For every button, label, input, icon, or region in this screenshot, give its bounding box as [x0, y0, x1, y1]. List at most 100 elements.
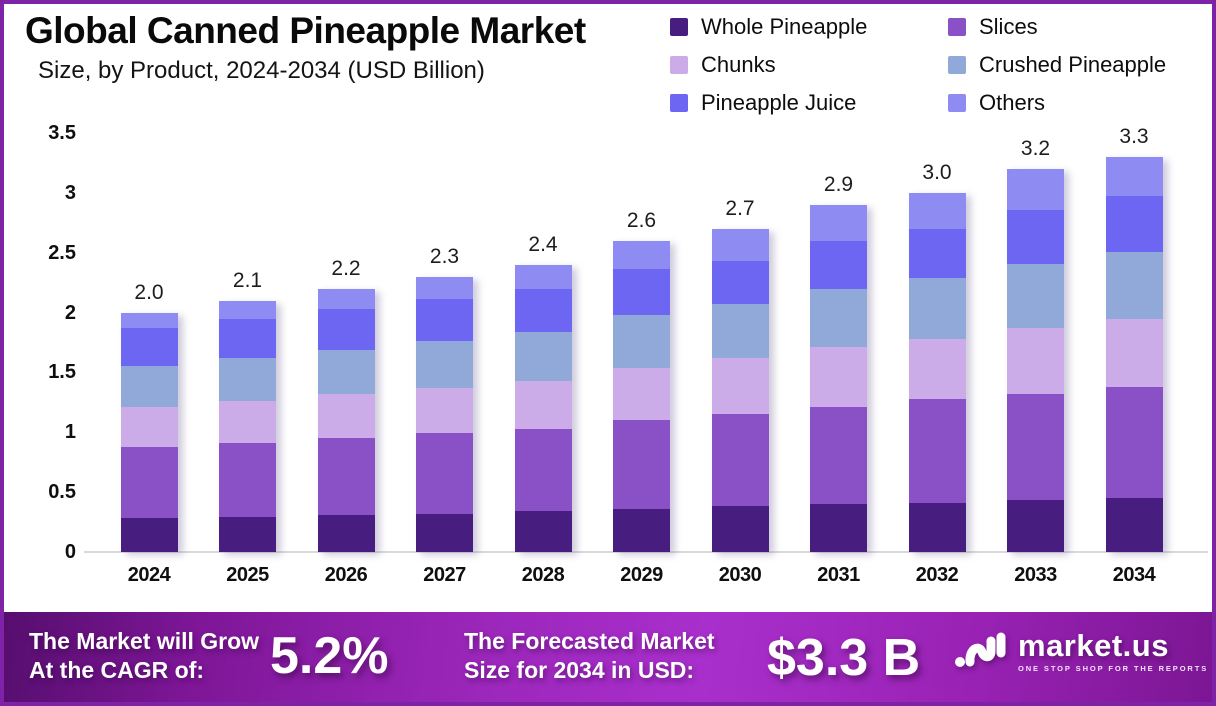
bar-total-label: 2.0 [134, 280, 164, 304]
legend-item-whole-pineapple: Whole Pineapple [670, 12, 948, 41]
x-axis-label: 2034 [1112, 564, 1156, 586]
y-axis-label: 0 [64, 541, 76, 563]
bar-segment-pineapple-juice [1105, 196, 1163, 252]
bar-segment-pineapple-juice [317, 309, 375, 350]
bar-segment-chunks [416, 387, 473, 434]
x-axis-label: 2033 [1014, 564, 1057, 586]
bar-2032 [908, 192, 966, 552]
bar-segment-others [711, 228, 769, 262]
forecast-caption: The Forecasted Market Size for 2034 in U… [464, 627, 715, 685]
cagr-caption-line1: The Market will Grow [29, 628, 260, 654]
x-axis-label: 2029 [620, 564, 663, 586]
bar-total-label: 2.1 [232, 268, 263, 292]
bar-segment-others [613, 240, 670, 270]
brand-tagline: ONE STOP SHOP FOR THE REPORTS [1018, 663, 1209, 673]
bar-total-label: 3.3 [1119, 124, 1149, 148]
bar-segment-pineapple-juice [514, 288, 572, 332]
bar-segment-others [416, 276, 473, 300]
bar-total-label: 3.0 [922, 160, 952, 184]
y-axis-label: 3.5 [48, 122, 76, 145]
brand-name: market.us [1018, 627, 1169, 663]
bar-segment-crushed-pineapple [219, 358, 276, 402]
legend-swatch [670, 17, 688, 36]
bar-2024 [120, 312, 178, 552]
bar-segment-others [120, 312, 178, 329]
chart-subtitle: Size, by Product, 2024-2034 (USD Billion… [38, 57, 485, 84]
footer-banner: The Market will Grow At the CAGR of: 5.2… [4, 612, 1212, 702]
bar-segment-others [810, 204, 867, 241]
legend-label: Pineapple Juice [701, 89, 857, 115]
bar-segment-crushed-pineapple [514, 331, 572, 381]
bar-segment-chunks [120, 407, 178, 447]
legend-item-others: Others [948, 88, 1166, 117]
bar-segment-crushed-pineapple [613, 314, 670, 368]
bar-segment-others [1105, 156, 1163, 197]
bar-total-label: 3.2 [1020, 136, 1051, 160]
bar-segment-chunks [613, 367, 670, 421]
x-axis-line [84, 551, 1208, 553]
bar-segment-others [908, 192, 966, 229]
bar-segment-whole-pineapple [514, 511, 572, 552]
bar-2029 [613, 240, 670, 552]
bar-2031 [810, 204, 867, 552]
brand-logo: market.us ONE STOP SHOP FOR THE REPORTS [954, 628, 1208, 674]
bar-segment-pineapple-juice [120, 328, 178, 367]
bar-segment-pineapple-juice [1007, 209, 1064, 264]
bar-segment-slices [219, 443, 276, 518]
bar-segment-slices [120, 446, 178, 519]
bar-segment-chunks [514, 380, 572, 429]
bar-segment-chunks [1105, 318, 1163, 387]
bar-total-label: 2.9 [823, 172, 854, 196]
bar-segment-slices [514, 428, 572, 512]
bar-segment-pineapple-juice [711, 261, 769, 305]
y-axis-label: 1 [64, 421, 76, 444]
x-axis-label: 2027 [423, 564, 466, 586]
bar-2025 [219, 300, 276, 552]
bar-segment-others [219, 300, 276, 319]
y-axis-label: 2.5 [48, 241, 76, 264]
bar-segment-whole-pineapple [416, 513, 473, 552]
bar-total-label: 2.4 [528, 232, 558, 256]
market-us-logo-icon [955, 632, 1006, 667]
bar-segment-whole-pineapple [908, 502, 966, 552]
legend-item-pineapple-juice: Pineapple Juice [670, 88, 948, 117]
forecast-caption-line1: The Forecasted Market [464, 628, 715, 654]
bar-2034 [1105, 156, 1163, 552]
x-axis-label: 2032 [915, 564, 959, 586]
bar-segment-pineapple-juice [416, 299, 473, 342]
chart-legend: Whole Pineapple Slices Chunks Crushed Pinea… [670, 12, 1166, 117]
bar-segment-others [1007, 168, 1064, 210]
bar-segment-whole-pineapple [613, 508, 670, 552]
bar-segment-chunks [219, 401, 276, 444]
legend-swatch [670, 93, 688, 112]
bar-segment-whole-pineapple [219, 517, 276, 552]
legend-item-chunks: Chunks [670, 50, 948, 79]
bar-segment-slices [810, 407, 867, 505]
bar-segment-slices [711, 414, 769, 507]
bar-segment-whole-pineapple [711, 506, 769, 552]
legend-item-slices: Slices [948, 12, 1166, 41]
legend-swatch [948, 93, 966, 112]
bar-segment-crushed-pineapple [1105, 251, 1163, 319]
bar-segment-slices [416, 433, 473, 514]
cagr-caption-line2: At the CAGR of: [29, 657, 205, 683]
cagr-value: 5.2% [270, 627, 389, 685]
bar-segment-pineapple-juice [810, 240, 867, 289]
bar-segment-whole-pineapple [810, 504, 867, 552]
bar-2026 [317, 288, 375, 552]
bar-segment-pineapple-juice [908, 228, 966, 278]
bar-2028 [514, 264, 572, 552]
x-axis-label: 2024 [127, 564, 171, 586]
bar-total-label: 2.6 [626, 208, 657, 232]
x-axis-label: 2031 [817, 564, 860, 586]
brand-text: market.us ONE STOP SHOP FOR THE REPORTS [1018, 627, 1209, 673]
bar-segment-crushed-pineapple [120, 366, 178, 408]
x-axis-label: 2025 [226, 564, 269, 586]
chart-title: Global Canned Pineapple Market [25, 10, 586, 51]
bar-total-label: 2.2 [331, 256, 361, 280]
bar-segment-slices [613, 420, 670, 509]
bar-2030 [711, 228, 769, 552]
legend-label: Whole Pineapple [701, 13, 868, 39]
x-axis-label: 2030 [718, 564, 762, 586]
